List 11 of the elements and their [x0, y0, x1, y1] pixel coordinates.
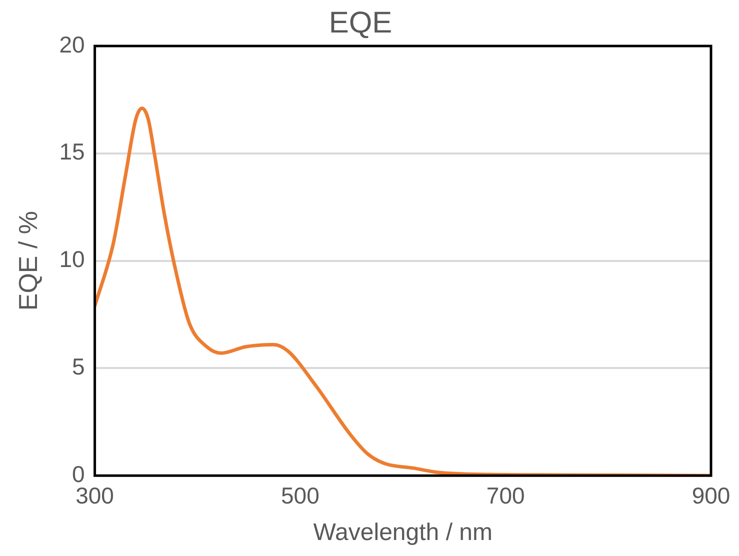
chart-title: EQE	[328, 6, 392, 40]
y-axis-title: EQE / %	[12, 210, 43, 311]
line-series	[94, 106, 711, 476]
y-tick-label: 15	[59, 138, 85, 165]
y-tick-label: 20	[59, 31, 85, 58]
y-tick-label: 5	[72, 354, 85, 380]
x-tick-label: 500	[281, 482, 320, 509]
y-tick-label: 10	[59, 246, 85, 272]
x-axis-title: Wavelength / nm	[313, 519, 492, 546]
x-tick-label: 700	[486, 482, 525, 509]
x-tick-label: 900	[692, 482, 730, 509]
